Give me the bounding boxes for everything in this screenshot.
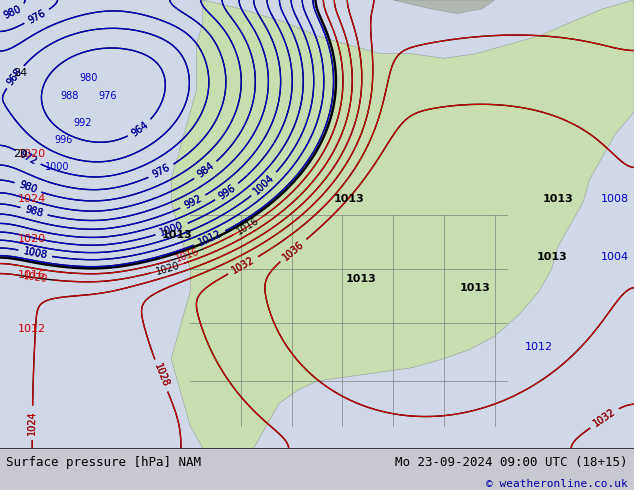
Text: 992: 992 [73, 118, 92, 127]
Text: 1024: 1024 [18, 194, 46, 204]
Polygon shape [393, 0, 495, 13]
Text: 1024: 1024 [27, 411, 37, 435]
Text: 988: 988 [23, 204, 44, 219]
Text: 1012: 1012 [197, 229, 223, 248]
Text: 976: 976 [98, 91, 117, 100]
Text: 988: 988 [23, 204, 44, 219]
Text: 976: 976 [26, 8, 48, 25]
Text: 1032: 1032 [230, 255, 256, 276]
Text: © weatheronline.co.uk: © weatheronline.co.uk [486, 479, 628, 489]
Text: 1004: 1004 [601, 252, 629, 262]
Text: 984: 984 [195, 161, 216, 180]
Text: 20: 20 [13, 149, 27, 159]
Text: 1020: 1020 [154, 260, 181, 277]
Text: 1036: 1036 [281, 239, 306, 262]
Text: 1013: 1013 [543, 194, 573, 204]
Text: 964: 964 [129, 119, 150, 138]
Text: 1032: 1032 [592, 407, 618, 429]
Text: 1013: 1013 [162, 230, 193, 240]
Text: 996: 996 [55, 135, 72, 146]
Text: 980: 980 [18, 180, 38, 196]
Text: 996: 996 [216, 183, 237, 201]
Text: 976: 976 [26, 8, 48, 25]
Text: 972: 972 [18, 148, 39, 166]
Text: 1008: 1008 [601, 194, 629, 204]
Text: 980: 980 [3, 3, 23, 21]
Text: 972: 972 [18, 148, 39, 166]
Text: 1008: 1008 [22, 246, 48, 261]
Text: 1020: 1020 [18, 234, 46, 244]
Text: 1020: 1020 [18, 149, 46, 159]
Text: 1020: 1020 [23, 271, 49, 285]
Text: Surface pressure [hPa] NAM: Surface pressure [hPa] NAM [6, 456, 202, 469]
Text: Mo 23-09-2024 09:00 UTC (18+15): Mo 23-09-2024 09:00 UTC (18+15) [395, 456, 628, 469]
Text: 1032: 1032 [230, 255, 256, 276]
Text: 992: 992 [183, 193, 204, 211]
Text: 1000: 1000 [45, 162, 69, 172]
Text: 1013: 1013 [333, 194, 364, 204]
Text: 1000: 1000 [158, 220, 185, 238]
Text: 1013: 1013 [460, 283, 491, 294]
Text: 968: 968 [5, 67, 24, 87]
Text: 964: 964 [129, 119, 150, 138]
Text: 1024: 1024 [27, 411, 37, 435]
Text: 1004: 1004 [252, 172, 276, 196]
Text: 1028: 1028 [152, 362, 171, 389]
Text: 1013: 1013 [536, 252, 567, 262]
Text: 1004: 1004 [252, 172, 276, 196]
Text: 980: 980 [3, 3, 23, 21]
Text: 1012: 1012 [18, 324, 46, 334]
Text: 984: 984 [195, 161, 216, 180]
Text: 24: 24 [13, 68, 27, 78]
Text: 980: 980 [18, 180, 38, 196]
Polygon shape [171, 0, 634, 448]
Text: 1012: 1012 [197, 229, 223, 248]
Text: 1000: 1000 [158, 220, 185, 238]
Text: 1012: 1012 [525, 342, 553, 352]
Text: 1013: 1013 [346, 274, 377, 285]
Text: 1028: 1028 [152, 362, 171, 389]
Text: 1016: 1016 [235, 216, 261, 237]
Text: 1016: 1016 [174, 246, 200, 264]
Text: 976: 976 [151, 163, 172, 180]
Text: 988: 988 [61, 91, 79, 100]
Text: 1008: 1008 [22, 246, 48, 261]
Text: 980: 980 [80, 73, 98, 83]
Text: 976: 976 [151, 163, 172, 180]
Text: 1036: 1036 [281, 239, 306, 262]
Text: 996: 996 [216, 183, 237, 201]
Text: 992: 992 [183, 193, 204, 211]
Text: 1016: 1016 [18, 270, 46, 280]
Text: 1032: 1032 [592, 407, 618, 429]
Text: 968: 968 [5, 67, 24, 87]
